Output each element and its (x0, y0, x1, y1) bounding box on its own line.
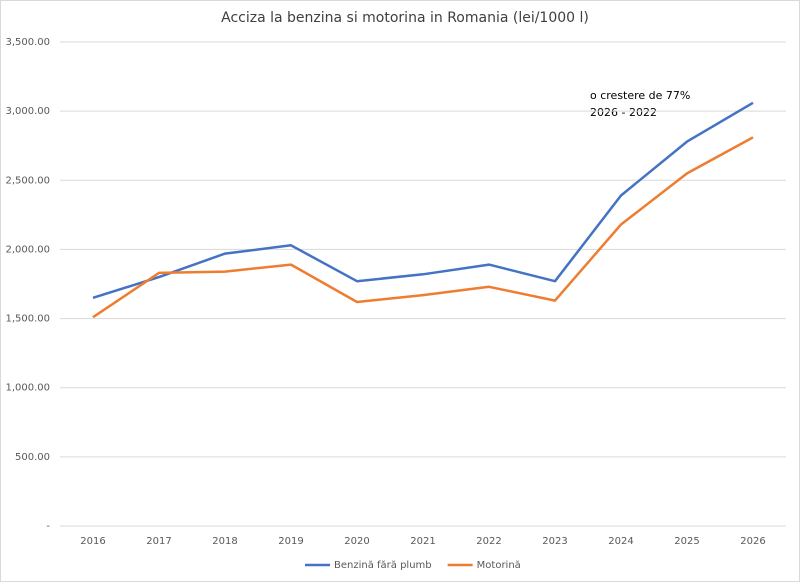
series-line (92, 136, 754, 319)
x-tick-label: 2023 (542, 536, 567, 547)
y-tick-label: 3,000.00 (5, 106, 50, 117)
chart-title: Acciza la benzina si motorina in Romania… (221, 10, 589, 26)
y-tick-label: 1,500.00 (5, 314, 50, 325)
y-tick-label: 2,000.00 (5, 244, 50, 255)
y-tick-label: 3,500.00 (5, 37, 50, 48)
x-tick-label: 2026 (740, 536, 765, 547)
annotation: o crestere de 77% (590, 89, 690, 102)
x-tick-label: 2018 (212, 536, 237, 547)
x-tick-label: 2016 (80, 536, 105, 547)
annotation: 2026 - 2022 (590, 106, 657, 119)
series-line (92, 101, 754, 299)
y-tick-label: 1,000.00 (5, 383, 50, 394)
x-tick-label: 2019 (278, 536, 303, 547)
x-tick-label: 2021 (410, 536, 435, 547)
x-tick-label: 2024 (608, 536, 633, 547)
x-tick-label: 2017 (146, 536, 171, 547)
x-tick-label: 2025 (674, 536, 699, 547)
y-tick-label: 2,500.00 (5, 175, 50, 186)
legend-label: Benzină fără plumb (334, 560, 432, 571)
x-tick-label: 2020 (344, 536, 369, 547)
x-tick-label: 2022 (476, 536, 501, 547)
y-tick-label: 500.00 (15, 452, 50, 463)
legend-label: Motorină (477, 560, 521, 571)
y-tick-label: - (46, 521, 50, 532)
